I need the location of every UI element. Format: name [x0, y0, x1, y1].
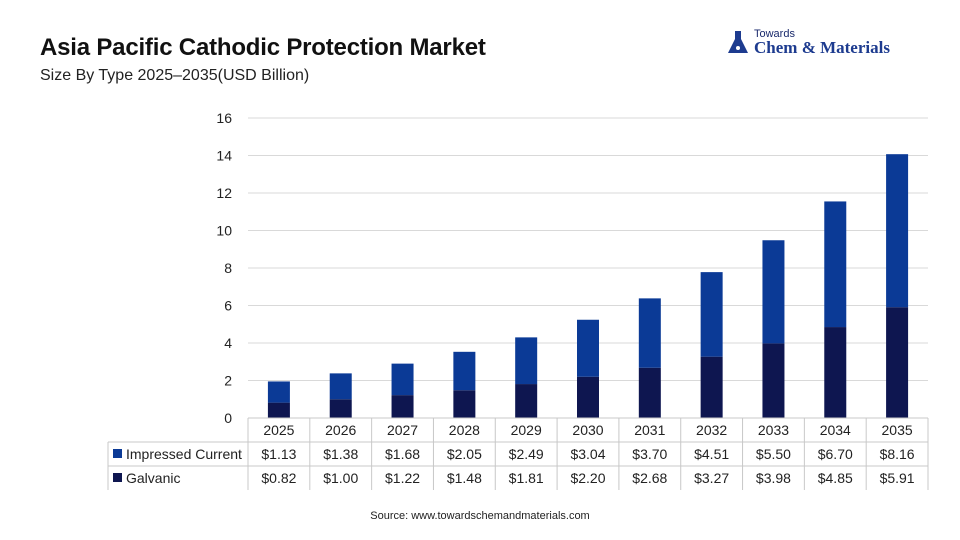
x-tick-label: 2025	[263, 422, 294, 438]
x-tick-label: 2035	[882, 422, 913, 438]
bar-galvanic	[824, 327, 847, 418]
data-label: $0.82	[261, 470, 296, 486]
logo-text-top: Towards	[754, 28, 795, 40]
bar-galvanic	[762, 343, 785, 418]
bar-impressed-current	[453, 351, 476, 391]
bar-galvanic	[515, 384, 538, 418]
bar-galvanic	[638, 367, 661, 418]
data-label: $3.98	[756, 470, 791, 486]
bar-galvanic	[391, 395, 414, 418]
y-tick-label: 12	[216, 185, 232, 201]
data-label: $4.51	[694, 446, 729, 462]
bar-galvanic	[886, 307, 909, 418]
data-label: $3.04	[570, 446, 605, 462]
flask-icon	[728, 31, 748, 53]
data-label: $5.91	[880, 470, 915, 486]
x-tick-label: 2027	[387, 422, 418, 438]
data-label: $1.00	[323, 470, 358, 486]
bar-galvanic	[577, 376, 599, 418]
source-note: Source: www.towardschemandmaterials.com	[370, 510, 590, 522]
bar-impressed-current	[577, 319, 599, 377]
bar-impressed-current	[886, 154, 909, 308]
bar-impressed-current	[824, 201, 847, 328]
y-tick-label: 10	[216, 223, 232, 239]
data-label: $1.22	[385, 470, 420, 486]
y-tick-label: 6	[224, 298, 232, 314]
y-tick-label: 0	[224, 410, 232, 426]
data-label: $1.13	[261, 446, 296, 462]
data-label: $8.16	[880, 446, 915, 462]
bar-galvanic	[453, 390, 476, 418]
legend-label: Impressed Current	[126, 446, 242, 462]
x-tick-label: 2029	[511, 422, 542, 438]
x-tick-label: 2034	[820, 422, 851, 438]
chart-subtitle: Size By Type 2025–2035(USD Billion)	[40, 67, 310, 84]
y-tick-label: 4	[224, 335, 232, 351]
data-label: $3.70	[632, 446, 667, 462]
y-tick-label: 8	[224, 260, 232, 276]
bar-impressed-current	[762, 240, 785, 344]
chart-title: Asia Pacific Cathodic Protection Market	[40, 34, 486, 61]
data-label: $1.68	[385, 446, 420, 462]
bar-impressed-current	[700, 272, 723, 357]
y-tick-label: 16	[216, 110, 232, 126]
x-tick-label: 2031	[634, 422, 665, 438]
data-label: $1.38	[323, 446, 358, 462]
data-label: $2.68	[632, 470, 667, 486]
bar-impressed-current	[638, 298, 661, 368]
x-tick-label: 2028	[449, 422, 480, 438]
data-label: $6.70	[818, 446, 853, 462]
data-label: $2.05	[447, 446, 482, 462]
y-tick-label: 14	[216, 148, 232, 164]
bar-impressed-current	[391, 363, 414, 396]
data-label: $5.50	[756, 446, 791, 462]
bar-impressed-current	[267, 381, 290, 403]
bar-galvanic	[329, 399, 352, 418]
data-label: $1.81	[509, 470, 544, 486]
x-tick-label: 2026	[325, 422, 356, 438]
data-label: $4.85	[818, 470, 853, 486]
y-tick-label: 2	[224, 373, 232, 389]
legend-label: Galvanic	[126, 470, 180, 486]
bar-impressed-current	[329, 373, 352, 400]
data-label: $1.48	[447, 470, 482, 486]
legend-swatch	[113, 473, 122, 482]
data-label: $3.27	[694, 470, 729, 486]
bar-galvanic	[700, 356, 723, 418]
legend-swatch	[113, 449, 122, 458]
bar-galvanic	[267, 402, 290, 418]
bar-impressed-current	[515, 337, 538, 385]
data-label: $2.49	[509, 446, 544, 462]
logo-text-main: Chem & Materials	[754, 38, 890, 57]
data-label: $2.20	[570, 470, 605, 486]
x-tick-label: 2033	[758, 422, 789, 438]
x-tick-label: 2030	[572, 422, 603, 438]
x-tick-label: 2032	[696, 422, 727, 438]
brand-logo: Towards Chem & Materials	[726, 28, 926, 62]
